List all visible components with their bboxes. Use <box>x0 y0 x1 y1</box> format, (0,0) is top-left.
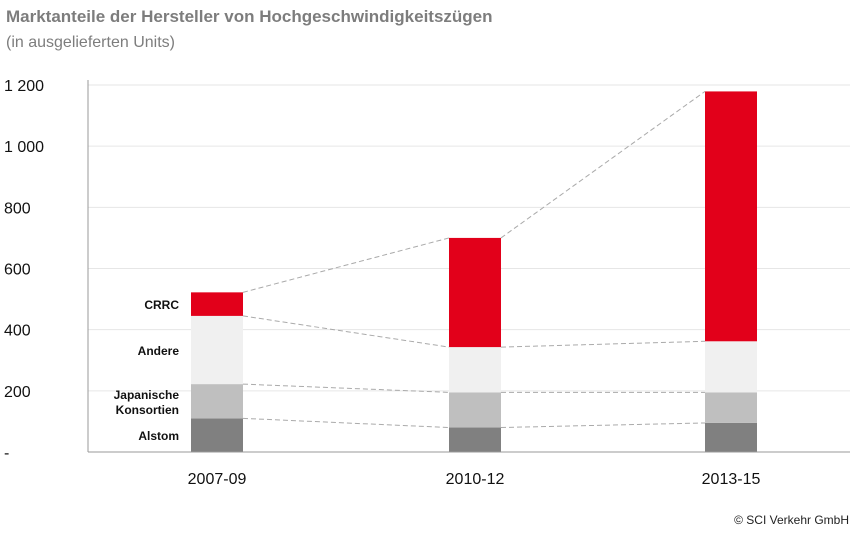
connector-line <box>242 383 450 393</box>
bar-segment <box>705 392 757 423</box>
y-tick-label: - <box>4 445 9 462</box>
connector-line <box>242 315 450 348</box>
bar-segment <box>705 91 757 342</box>
x-tick-label: 2013-15 <box>702 471 761 488</box>
connector-line <box>500 422 706 429</box>
bar-segment <box>705 422 757 452</box>
y-tick-label: 1 000 <box>4 139 44 156</box>
bar-segment <box>705 341 757 393</box>
y-tick-label: 1 200 <box>4 78 44 95</box>
bar-segment <box>191 315 243 385</box>
bar-segment <box>449 237 501 348</box>
copyright-note: © SCI Verkehr GmbH <box>734 513 849 527</box>
bar-segment <box>449 347 501 393</box>
y-tick-label: 400 <box>4 323 31 340</box>
series-label: Konsortien <box>116 403 179 417</box>
bar-segment <box>449 427 501 452</box>
y-tick-label: 800 <box>4 200 31 217</box>
series-label: Andere <box>138 344 180 358</box>
series-label: Alstom <box>138 429 179 443</box>
y-tick-label: 200 <box>4 384 31 401</box>
chart-title: Marktanteile der Hersteller von Hochgesc… <box>6 7 493 26</box>
connector-line <box>500 91 706 239</box>
series-label: Japanische <box>114 388 180 402</box>
series-label: CRRC <box>144 298 179 312</box>
chart-subtitle: (in ausgelieferten Units) <box>6 34 175 51</box>
x-tick-label: 2007-09 <box>188 471 247 488</box>
connector-line <box>242 417 450 429</box>
bar-segment <box>191 292 243 316</box>
connector-line <box>500 340 706 348</box>
bar-segment <box>191 418 243 452</box>
bar-segment <box>449 392 501 428</box>
bar-segment <box>191 384 243 419</box>
x-tick-label: 2010-12 <box>446 471 505 488</box>
y-tick-label: 600 <box>4 262 31 279</box>
connector-line <box>242 237 450 293</box>
